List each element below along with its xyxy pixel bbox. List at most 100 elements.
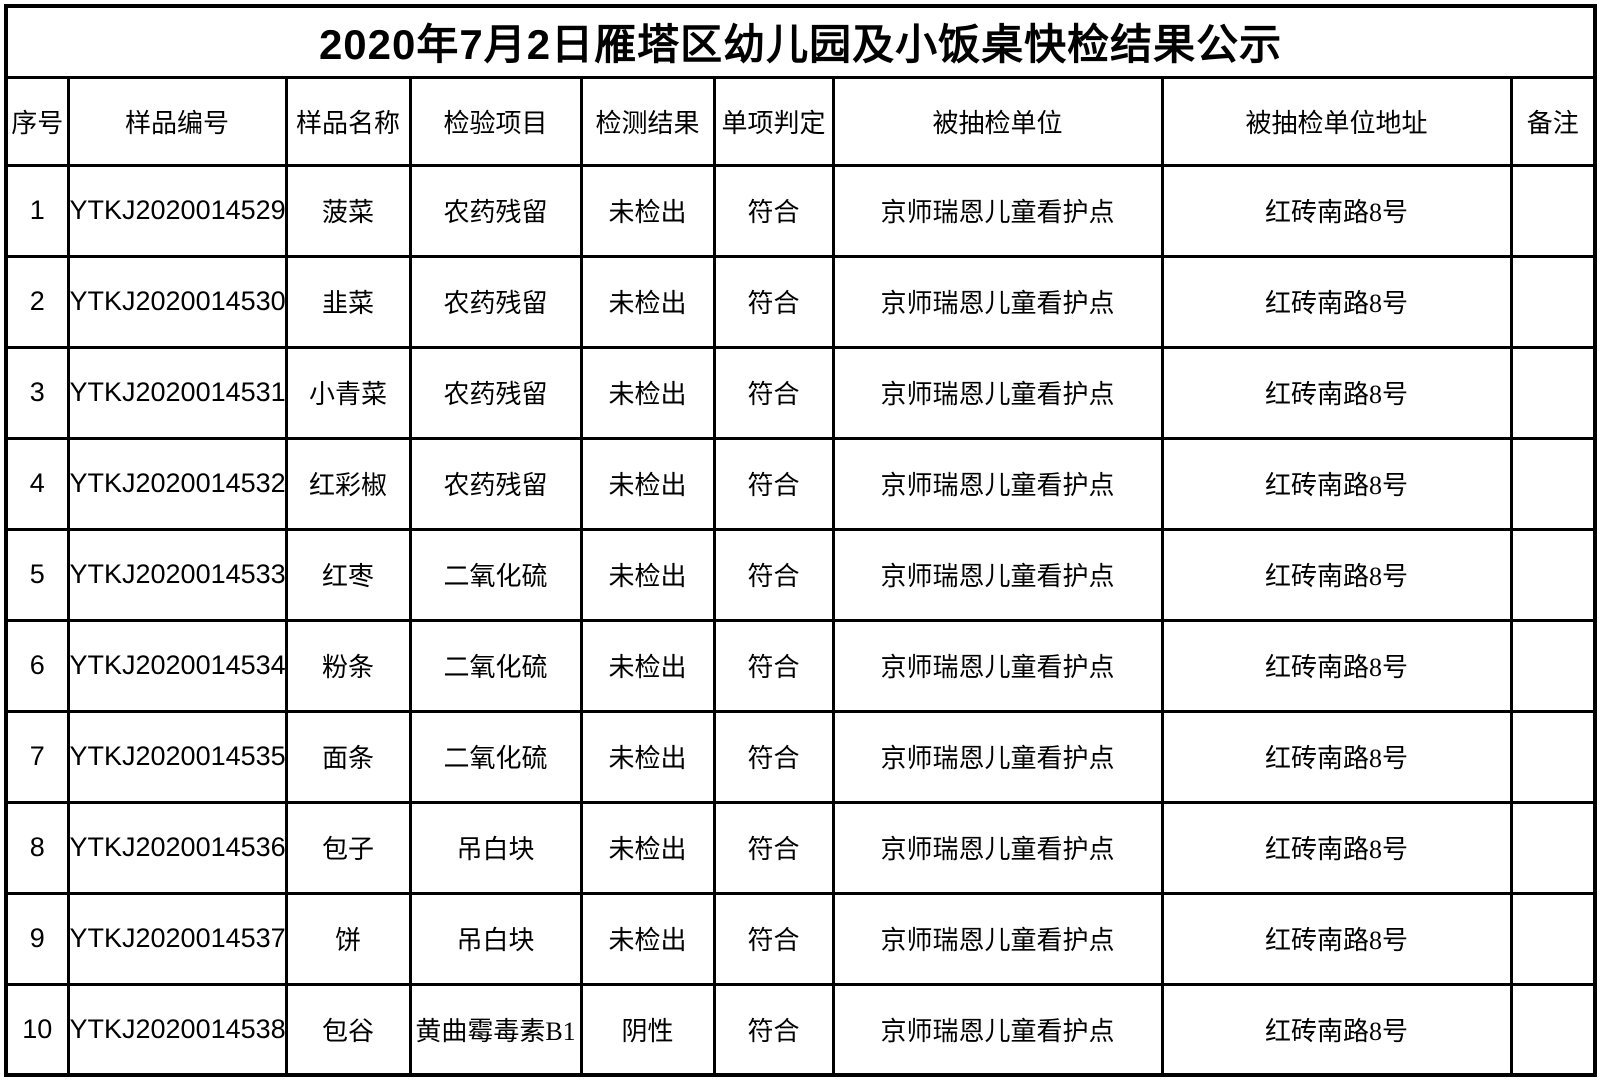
cell-sample-name: 菠菜 (284, 163, 412, 258)
table-row: 5 YTKJ2020014533 红枣 二氧化硫 未检出 符合 京师瑞恩儿童看护点 红砖南路8… (4, 527, 1597, 622)
table-row: 8 YTKJ2020014536 包子 吊白块 未检出 符合 京师瑞恩儿童看护点 红砖南路8号 (4, 800, 1597, 895)
cell-test-result: 未检出 (579, 527, 716, 622)
cell-judgment: 符合 (712, 982, 835, 1077)
column-header-test-result: 检测结果 (579, 75, 716, 167)
cell-no: 4 (4, 436, 70, 531)
cell-test-result: 未检出 (579, 891, 716, 986)
cell-judgment: 符合 (712, 436, 835, 531)
cell-sampled-unit-address: 红砖南路8号 (1160, 163, 1513, 258)
cell-sampled-unit-address: 红砖南路8号 (1160, 709, 1513, 804)
cell-remark (1509, 709, 1597, 804)
cell-sampled-unit-address: 红砖南路8号 (1160, 800, 1513, 895)
cell-remark (1509, 345, 1597, 440)
results-table: 2020年7月2日雁塔区幼儿园及小饭桌快检结果公示 序号 样品编号 样品名称 检… (4, 4, 1598, 1077)
cell-sampled-unit-address: 红砖南路8号 (1160, 436, 1513, 531)
cell-test-item: 吊白块 (408, 891, 583, 986)
cell-sample-name: 包谷 (284, 982, 412, 1077)
cell-sample-id: YTKJ2020014537 (66, 891, 288, 986)
column-header-sample-name: 样品名称 (284, 75, 412, 167)
column-header-no: 序号 (4, 75, 70, 167)
column-header-sampled-unit: 被抽检单位 (831, 75, 1164, 167)
cell-test-item: 农药残留 (408, 163, 583, 258)
cell-judgment: 符合 (712, 163, 835, 258)
cell-test-result: 阴性 (579, 982, 716, 1077)
cell-judgment: 符合 (712, 800, 835, 895)
cell-test-result: 未检出 (579, 254, 716, 349)
cell-test-result: 未检出 (579, 800, 716, 895)
cell-sample-name: 面条 (284, 709, 412, 804)
table-row: 2 YTKJ2020014530 韭菜 农药残留 未检出 符合 京师瑞恩儿童看护点 红砖南路8… (4, 254, 1597, 349)
cell-no: 3 (4, 345, 70, 440)
cell-no: 8 (4, 800, 70, 895)
table-row: 3 YTKJ2020014531 小青菜 农药残留 未检出 符合 京师瑞恩儿童看护点 红砖南路… (4, 345, 1597, 440)
cell-test-result: 未检出 (579, 345, 716, 440)
cell-test-item: 二氧化硫 (408, 527, 583, 622)
cell-sample-id: YTKJ2020014538 (66, 982, 288, 1077)
cell-sample-id: YTKJ2020014534 (66, 618, 288, 713)
cell-sampled-unit: 京师瑞恩儿童看护点 (831, 345, 1164, 440)
cell-sample-name: 红彩椒 (284, 436, 412, 531)
cell-sample-id: YTKJ2020014536 (66, 800, 288, 895)
cell-test-result: 未检出 (579, 709, 716, 804)
cell-sampled-unit: 京师瑞恩儿童看护点 (831, 709, 1164, 804)
cell-test-item: 二氧化硫 (408, 618, 583, 713)
column-header-row: 序号 样品编号 样品名称 检验项目 检测结果 单项判定 被抽检单位 被抽检单位地… (4, 75, 1597, 167)
cell-remark (1509, 527, 1597, 622)
cell-remark (1509, 254, 1597, 349)
table-row: 7 YTKJ2020014535 面条 二氧化硫 未检出 符合 京师瑞恩儿童看护点 红砖南路8… (4, 709, 1597, 804)
document-sheet: 2020年7月2日雁塔区幼儿园及小饭桌快检结果公示 序号 样品编号 样品名称 检… (4, 4, 1598, 1077)
cell-no: 2 (4, 254, 70, 349)
cell-sampled-unit: 京师瑞恩儿童看护点 (831, 527, 1164, 622)
cell-sampled-unit-address: 红砖南路8号 (1160, 254, 1513, 349)
cell-no: 1 (4, 163, 70, 258)
cell-sample-id: YTKJ2020014531 (66, 345, 288, 440)
cell-test-result: 未检出 (579, 436, 716, 531)
cell-judgment: 符合 (712, 891, 835, 986)
cell-judgment: 符合 (712, 618, 835, 713)
table-row: 6 YTKJ2020014534 粉条 二氧化硫 未检出 符合 京师瑞恩儿童看护点 红砖南路8… (4, 618, 1597, 713)
cell-sampled-unit: 京师瑞恩儿童看护点 (831, 618, 1164, 713)
cell-test-item: 农药残留 (408, 345, 583, 440)
cell-sample-id: YTKJ2020014535 (66, 709, 288, 804)
cell-sampled-unit-address: 红砖南路8号 (1160, 891, 1513, 986)
cell-no: 6 (4, 618, 70, 713)
cell-no: 9 (4, 891, 70, 986)
cell-sampled-unit-address: 红砖南路8号 (1160, 982, 1513, 1077)
cell-judgment: 符合 (712, 709, 835, 804)
cell-test-item: 二氧化硫 (408, 709, 583, 804)
page-title: 2020年7月2日雁塔区幼儿园及小饭桌快检结果公示 (4, 4, 1597, 79)
cell-no: 10 (4, 982, 70, 1077)
cell-sampled-unit: 京师瑞恩儿童看护点 (831, 982, 1164, 1077)
title-row: 2020年7月2日雁塔区幼儿园及小饭桌快检结果公示 (4, 4, 1597, 79)
cell-sample-name: 小青菜 (284, 345, 412, 440)
column-header-sample-id: 样品编号 (66, 75, 288, 167)
cell-test-result: 未检出 (579, 163, 716, 258)
table-row: 10 YTKJ2020014538 包谷 黄曲霉毒素B1 阴性 符合 京师瑞恩儿童看护点 红砖… (4, 982, 1597, 1077)
cell-sampled-unit: 京师瑞恩儿童看护点 (831, 254, 1164, 349)
cell-sample-name: 韭菜 (284, 254, 412, 349)
cell-sampled-unit: 京师瑞恩儿童看护点 (831, 891, 1164, 986)
column-header-sampled-unit-address: 被抽检单位地址 (1160, 75, 1513, 167)
column-header-remark: 备注 (1509, 75, 1597, 167)
cell-sample-name: 饼 (284, 891, 412, 986)
cell-sampled-unit: 京师瑞恩儿童看护点 (831, 436, 1164, 531)
cell-remark (1509, 891, 1597, 986)
cell-sample-id: YTKJ2020014529 (66, 163, 288, 258)
cell-remark (1509, 800, 1597, 895)
cell-sample-id: YTKJ2020014532 (66, 436, 288, 531)
cell-sampled-unit-address: 红砖南路8号 (1160, 618, 1513, 713)
cell-judgment: 符合 (712, 345, 835, 440)
cell-judgment: 符合 (712, 527, 835, 622)
cell-sample-name: 粉条 (284, 618, 412, 713)
cell-test-result: 未检出 (579, 618, 716, 713)
cell-test-item: 农药残留 (408, 436, 583, 531)
cell-test-item: 黄曲霉毒素B1 (408, 982, 583, 1077)
table-body: 1 YTKJ2020014529 菠菜 农药残留 未检出 符合 京师瑞恩儿童看护点 红砖南路8… (4, 163, 1597, 1077)
table-row: 4 YTKJ2020014532 红彩椒 农药残留 未检出 符合 京师瑞恩儿童看护点 红砖南路… (4, 436, 1597, 531)
cell-remark (1509, 982, 1597, 1077)
cell-sample-id: YTKJ2020014530 (66, 254, 288, 349)
table-row: 9 YTKJ2020014537 饼吊白块 未检出 符合 京师瑞恩儿童看护点 红砖南路8号 (4, 891, 1597, 986)
cell-remark (1509, 163, 1597, 258)
cell-sampled-unit: 京师瑞恩儿童看护点 (831, 163, 1164, 258)
table-row: 1 YTKJ2020014529 菠菜 农药残留 未检出 符合 京师瑞恩儿童看护点 红砖南路8… (4, 163, 1597, 258)
